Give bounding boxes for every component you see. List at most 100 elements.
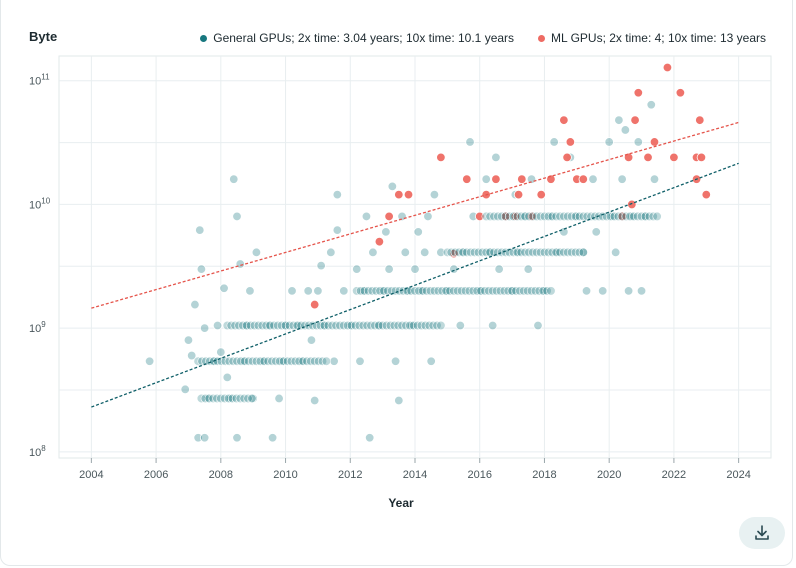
data-point[interactable] [306,335,317,345]
data-point[interactable] [465,137,475,147]
data-point[interactable] [701,189,711,200]
data-point[interactable] [436,247,446,258]
data-point[interactable] [199,433,210,443]
data-point[interactable] [436,152,446,163]
data-point[interactable] [400,247,410,258]
data-point[interactable] [623,286,634,296]
data-point[interactable] [410,264,420,274]
data-point[interactable] [614,115,624,125]
data-point[interactable] [199,323,210,333]
data-point[interactable] [696,152,707,163]
data-point[interactable] [610,247,621,258]
data-point[interactable] [675,88,686,98]
data-point[interactable] [180,384,190,395]
data-point[interactable] [403,189,414,200]
data-point[interactable] [219,283,229,293]
data-point[interactable] [374,236,385,247]
data-point[interactable] [232,433,242,443]
data-point[interactable] [313,286,323,296]
data-point[interactable] [669,152,679,163]
data-point[interactable] [604,137,614,147]
data-point[interactable] [426,356,436,366]
data-point[interactable] [695,115,705,125]
data-point[interactable] [381,227,391,237]
data-point[interactable] [316,260,326,271]
data-point[interactable] [245,286,255,296]
data-point[interactable] [429,189,440,200]
data-point[interactable] [455,320,466,331]
data-point[interactable] [549,137,559,147]
data-point[interactable] [196,264,207,274]
data-point[interactable] [633,137,644,147]
data-point[interactable] [475,211,485,222]
data-point[interactable] [216,347,226,357]
data-point[interactable] [513,189,524,200]
data-point[interactable] [251,247,262,258]
data-point[interactable] [267,433,278,443]
data-point[interactable] [309,299,320,310]
data-point[interactable] [565,137,576,147]
data-point[interactable] [630,115,640,125]
data-point[interactable] [598,286,608,296]
data-point[interactable] [562,152,572,163]
data-point[interactable] [332,189,343,200]
data-point[interactable] [413,227,423,237]
data-point[interactable] [487,320,498,331]
data-point[interactable] [559,227,569,237]
legend-item-ml-gpus[interactable]: ML GPUs; 2x time: 4; 10x time: 13 years [538,31,766,45]
data-point[interactable] [364,433,375,443]
data-point[interactable] [195,225,205,235]
data-point[interactable] [387,181,398,192]
data-point[interactable] [633,88,644,98]
data-point[interactable] [617,174,627,184]
data-point[interactable] [303,286,313,296]
data-point[interactable] [578,174,588,184]
data-point[interactable] [523,264,533,274]
data-point[interactable] [332,225,343,235]
data-point[interactable] [533,320,543,331]
data-point[interactable] [517,174,527,184]
data-point[interactable] [491,152,501,163]
data-point[interactable] [235,259,245,269]
data-point[interactable] [232,211,242,222]
data-point[interactable] [591,227,601,237]
data-point[interactable] [649,174,660,184]
data-point[interactable] [491,174,501,184]
data-point[interactable] [183,335,194,345]
data-point[interactable] [309,395,320,406]
data-point[interactable] [361,211,372,222]
data-point[interactable] [274,393,284,404]
data-point[interactable] [581,286,592,296]
data-point[interactable] [462,174,472,184]
data-point[interactable] [355,356,365,366]
data-point[interactable] [588,174,598,184]
data-point[interactable] [190,299,200,310]
data-point[interactable] [352,264,362,274]
data-point[interactable] [384,264,394,274]
data-point[interactable] [546,174,556,184]
data-point[interactable] [186,350,197,361]
data-point[interactable] [627,199,637,210]
data-point[interactable] [390,356,401,366]
data-point[interactable] [536,189,546,200]
data-point[interactable] [636,286,647,296]
data-point[interactable] [287,286,297,296]
data-point[interactable] [662,62,673,73]
data-point[interactable] [420,247,430,258]
data-point[interactable] [212,320,223,331]
data-point[interactable] [643,152,653,163]
data-point[interactable] [620,125,631,135]
data-point[interactable] [394,395,404,406]
data-point[interactable] [229,174,239,184]
data-point[interactable] [649,137,660,147]
data-point[interactable] [384,211,394,222]
legend-item-general-gpus[interactable]: General GPUs; 2x time: 3.04 years; 10x t… [200,31,514,45]
data-point[interactable] [339,286,349,296]
data-point[interactable] [394,189,404,200]
data-point[interactable] [559,115,569,125]
data-point[interactable] [222,372,232,383]
data-point[interactable] [646,100,656,110]
data-point[interactable] [481,174,491,184]
data-point[interactable] [423,211,433,222]
data-point[interactable] [144,356,155,366]
